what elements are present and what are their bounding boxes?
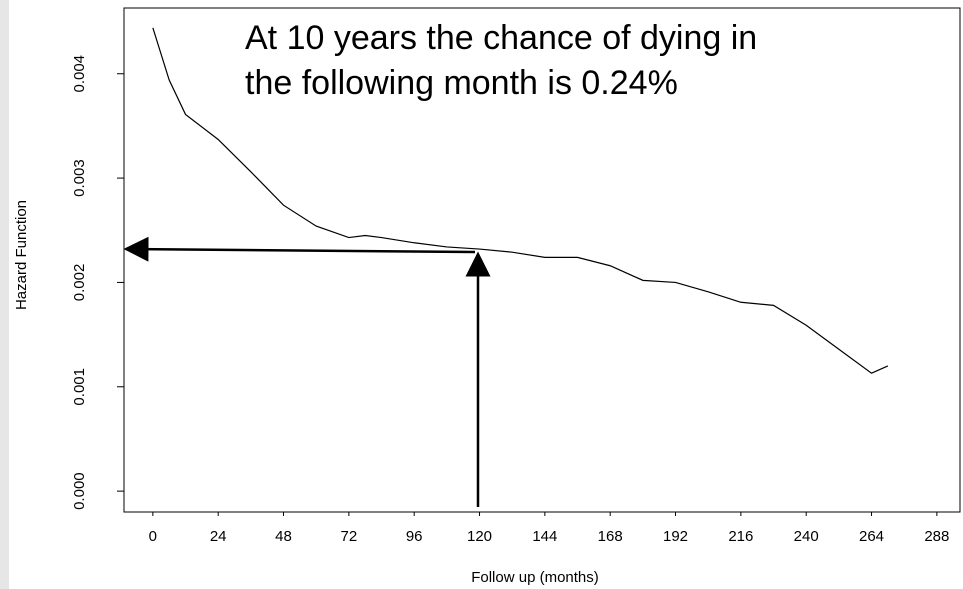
y-axis-label: Hazard Function [13,200,30,310]
hazard-line [152,27,889,374]
annotation-line: At 10 years the chance of dying in [245,19,757,57]
x-tick-label: 96 [406,528,423,545]
y-tick-label: 0.003 [71,159,88,197]
x-tick-label: 0 [149,528,157,545]
x-tick-label: 216 [728,528,753,545]
side-strip [0,0,9,589]
y-tick-label: 0.001 [71,368,88,406]
y-tick-label: 0.002 [71,264,88,302]
x-tick-label: 192 [663,528,688,545]
x-tick-label: 24 [210,528,227,545]
y-tick-label: 0.004 [71,55,88,93]
x-tick-label: 288 [924,528,949,545]
x-tick-label: 264 [859,528,884,545]
x-tick-label: 168 [598,528,623,545]
arrow-horizontal [123,236,476,262]
x-tick-label: 72 [341,528,358,545]
y-tick-label: 0.000 [71,472,88,510]
x-axis-label: Follow up (months) [471,569,599,586]
annotation-line: the following month is 0.24% [245,64,678,102]
x-tick-label: 240 [794,528,819,545]
x-tick-label: 48 [275,528,292,545]
x-tick-label: 144 [532,528,557,545]
x-tick-label: 120 [467,528,492,545]
